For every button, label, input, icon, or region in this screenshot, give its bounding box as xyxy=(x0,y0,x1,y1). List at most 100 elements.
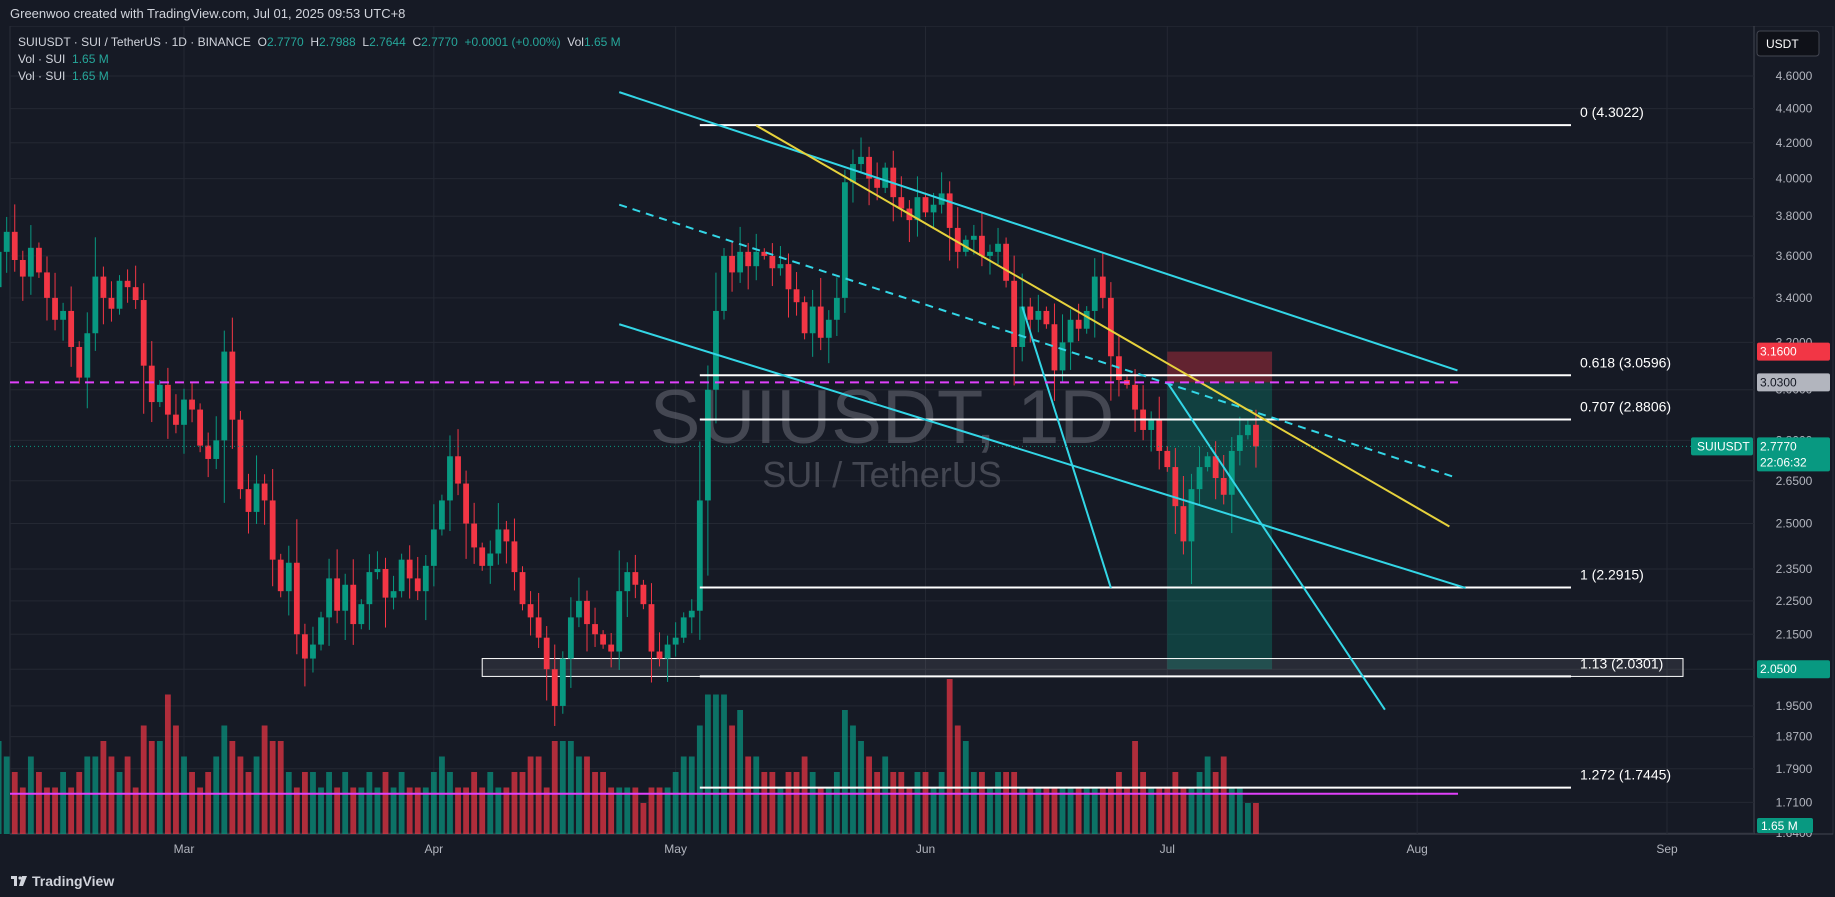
volume-bar xyxy=(672,772,679,834)
candle-body xyxy=(350,584,357,625)
volume-bar xyxy=(664,787,671,834)
candle-body xyxy=(189,399,195,410)
support-zone-rectangle xyxy=(481,658,1684,677)
candle-body xyxy=(970,235,977,240)
volume-bar xyxy=(688,756,695,834)
candle-body xyxy=(696,500,703,611)
candle-body xyxy=(672,637,679,645)
volume-bar xyxy=(269,741,276,834)
candle-body xyxy=(19,260,26,277)
volume-bar xyxy=(36,772,42,834)
candle-body xyxy=(1228,450,1235,495)
volume-bar xyxy=(511,772,518,834)
price-tag-bg xyxy=(1757,660,1830,679)
candle-body xyxy=(173,414,179,425)
volume-bar xyxy=(842,710,848,834)
candle-body xyxy=(551,669,558,706)
volume-bar xyxy=(729,725,735,834)
time-axis-label: Mar xyxy=(174,842,195,856)
last-price-symbol-bg xyxy=(1691,437,1753,456)
time-axis-label: Jun xyxy=(916,842,935,856)
candle-body xyxy=(60,310,67,320)
volume-bar xyxy=(366,772,373,834)
volume-bar xyxy=(52,787,58,834)
tradingview-logo-icon xyxy=(11,876,27,886)
candle-body xyxy=(737,251,744,273)
price-axis-label: 4.6000 xyxy=(1776,69,1813,83)
candle-body xyxy=(3,231,10,252)
volume-bar xyxy=(721,694,727,834)
candle-body xyxy=(245,489,252,512)
volume-bar xyxy=(970,772,977,834)
time-axis[interactable]: Mar Apr May Jun Jul Aug Sep xyxy=(174,842,1678,856)
volume-bar xyxy=(1188,787,1195,834)
footer-bar: TradingView xyxy=(0,866,1835,897)
candle-body xyxy=(559,658,566,706)
candle-body xyxy=(809,306,816,334)
volume-bar xyxy=(1164,787,1171,834)
volume-bar xyxy=(592,772,598,834)
volume-bar xyxy=(922,772,929,834)
candle-body xyxy=(374,568,381,573)
candle-body xyxy=(342,584,349,611)
price-axis-label: 1.9500 xyxy=(1776,699,1813,713)
candle-body xyxy=(44,272,50,298)
volume-bar xyxy=(310,772,316,834)
volume-bar xyxy=(567,741,574,834)
volume-bar xyxy=(1228,787,1235,834)
volume-bar xyxy=(745,756,752,834)
projected-drop-line xyxy=(1166,381,1386,711)
candle-body xyxy=(181,399,187,425)
candle-body xyxy=(1075,319,1082,329)
volume-bar xyxy=(898,772,905,834)
candle-body xyxy=(688,610,695,618)
candle-body xyxy=(954,227,961,252)
candle-body xyxy=(253,483,260,512)
volume-bar xyxy=(1107,787,1114,834)
legend-symbol[interactable]: SUIUSDT · SUI / TetherUS · 1D · BINANCE xyxy=(18,35,251,49)
volume-bar xyxy=(68,787,75,834)
volume-bar xyxy=(487,772,494,834)
candle-body xyxy=(527,604,534,618)
candle-body xyxy=(866,156,872,179)
volume-bar xyxy=(293,787,300,834)
legend-vol-label: Vol xyxy=(567,35,584,49)
volume-bar xyxy=(205,772,212,834)
candle-body xyxy=(447,456,453,501)
volume-bar xyxy=(116,772,123,834)
candle-body xyxy=(850,164,856,183)
candle-body xyxy=(1132,384,1138,410)
candle-body xyxy=(1083,310,1090,329)
candle-body xyxy=(479,547,486,566)
candle-body xyxy=(511,541,518,573)
volume-bar xyxy=(148,741,155,834)
drawing-layer[interactable]: 0 (4.3022) 0.618 (3.0596) 0.707 (2.8806) 1 … xyxy=(10,91,1754,795)
volume-bar xyxy=(1140,772,1147,834)
volume-bar xyxy=(801,756,808,834)
legend-volume-row[interactable]: Vol · SUI 1.65 M xyxy=(18,51,621,68)
volume-bar xyxy=(1172,772,1179,834)
volume-bar xyxy=(761,772,768,834)
candle-body xyxy=(148,365,155,403)
volume-bar xyxy=(1196,772,1203,834)
volume-bar xyxy=(656,787,663,834)
legend-volume-row[interactable]: Vol · SUI 1.65 M xyxy=(18,68,621,85)
candle-body xyxy=(1212,456,1219,479)
candle-body xyxy=(777,264,784,269)
volume-bar xyxy=(753,756,760,834)
candle-body xyxy=(1107,297,1114,357)
volume-bar xyxy=(0,741,2,834)
time-axis-label: Aug xyxy=(1406,842,1427,856)
currency-button[interactable]: USDT xyxy=(1756,30,1820,57)
candle-body xyxy=(310,644,316,659)
candle-body xyxy=(229,351,236,420)
volume-bar xyxy=(422,787,429,834)
candle-body xyxy=(656,651,663,659)
candle-body xyxy=(471,523,478,548)
candle-body xyxy=(1196,467,1203,490)
volume-bar xyxy=(11,772,18,834)
price-tag: 3.1600 xyxy=(1757,342,1830,361)
candle-body xyxy=(301,634,308,659)
candle-body xyxy=(1164,450,1171,468)
